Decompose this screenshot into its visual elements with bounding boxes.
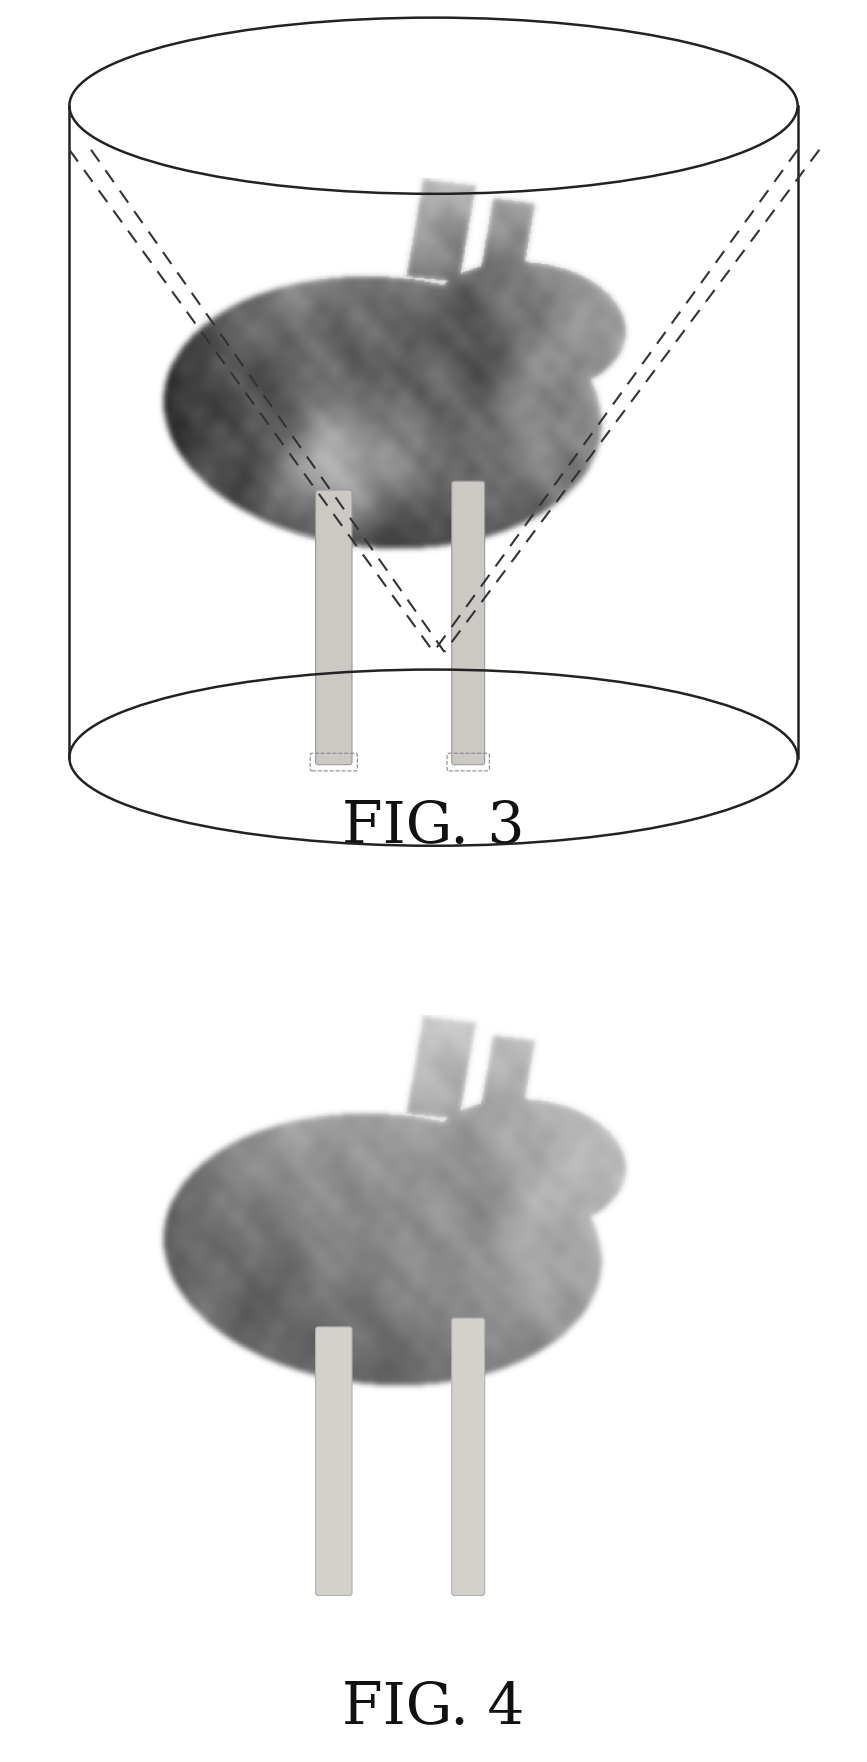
FancyBboxPatch shape: [316, 1327, 352, 1596]
FancyBboxPatch shape: [452, 481, 485, 765]
FancyBboxPatch shape: [316, 490, 352, 765]
Text: FIG. 4: FIG. 4: [342, 1679, 525, 1736]
Text: FIG. 3: FIG. 3: [342, 798, 525, 855]
FancyBboxPatch shape: [452, 1318, 485, 1596]
